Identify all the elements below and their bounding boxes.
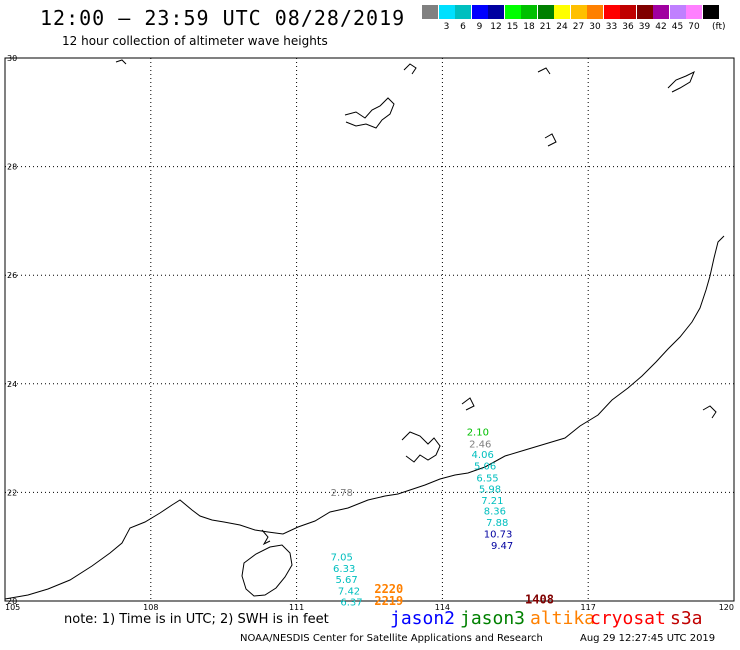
scale-swatch <box>636 5 653 19</box>
latitude-label: 30 <box>7 54 17 63</box>
scale-swatch <box>521 5 537 19</box>
leizhou-peninsula <box>261 529 271 546</box>
scale-swatch <box>504 5 521 19</box>
coastline <box>4 59 725 600</box>
satellite-s3a: s3a <box>670 608 703 629</box>
page-title: 12:00 – 23:59 UTC 08/28/2019 <box>40 6 406 30</box>
longitude-label: 108 <box>143 603 158 612</box>
scale-label: 30 <box>589 22 601 32</box>
scale-swatch <box>669 5 686 19</box>
scale-swatch <box>554 5 570 19</box>
scale-swatch <box>702 5 719 19</box>
scale-label: 21 <box>539 22 552 32</box>
satellite-jason2: jason2 <box>390 608 456 629</box>
scale-label: 18 <box>523 22 535 32</box>
scale-label: 6 <box>460 22 466 32</box>
page-subtitle: 12 hour collection of altimeter wave hei… <box>62 34 328 48</box>
wave-height-value: 9.47 <box>491 541 513 552</box>
wave-height-value: 5.98 <box>479 484 501 495</box>
scale-swatch <box>587 5 603 19</box>
scale-label: 15 <box>506 22 519 32</box>
scale-label: 70 <box>688 22 700 32</box>
latitude-label: 28 <box>7 163 17 172</box>
pass-time-label: 1408 <box>525 593 554 607</box>
latitude-label: 22 <box>7 488 17 497</box>
wave-height-value: 7.88 <box>486 518 508 529</box>
scale-swatch <box>422 5 438 19</box>
scale-swatch <box>455 5 471 19</box>
scale-label: 12 <box>490 22 502 32</box>
longitude-label: 111 <box>289 603 304 612</box>
hainan-island <box>241 544 293 597</box>
pearl-river-islands <box>401 431 441 463</box>
northern-islands-4 <box>537 67 551 75</box>
scale-label: 27 <box>572 22 585 32</box>
eastern-islands <box>461 397 475 411</box>
scale-label: 33 <box>605 22 618 32</box>
map-frame <box>4 57 735 602</box>
longitude-label: 105 <box>5 603 20 612</box>
scale-swatch <box>653 5 669 19</box>
wave-height-value: 6.33 <box>333 564 355 575</box>
scale-swatch <box>488 5 504 19</box>
wave-height-value: 7.42 <box>338 586 360 597</box>
scale-unit: (ft) <box>712 22 726 32</box>
scale-label: 39 <box>638 22 651 32</box>
credit-timestamp: Aug 29 12:27:45 UTC 2019 <box>580 633 716 644</box>
wave-height-value: 5.06 <box>474 462 496 473</box>
northern-islands-3 <box>667 70 695 93</box>
taiwan-coast <box>702 405 717 419</box>
northern-islands <box>344 97 395 129</box>
wave-height-value: 2.78 <box>331 488 353 499</box>
latitude-label: 26 <box>7 271 17 280</box>
northern-islands-2 <box>403 63 417 75</box>
scale-swatch <box>471 5 488 19</box>
northern-islands-6 <box>115 59 127 65</box>
credit-source: NOAA/NESDIS Center for Satellite Applica… <box>240 633 543 644</box>
wave-height-value: 6.55 <box>476 474 498 485</box>
scale-swatch <box>686 5 702 19</box>
wave-height-value: 8.36 <box>484 507 506 518</box>
lat-lon-grid <box>5 58 734 601</box>
satellite-cryosat: cryosat <box>590 608 666 629</box>
longitude-label: 117 <box>581 603 596 612</box>
wave-height-value: 5.67 <box>335 575 357 586</box>
northern-islands-5 <box>544 133 557 147</box>
wave-height-value: 2.10 <box>467 427 489 438</box>
scale-swatch <box>537 5 554 19</box>
scale-swatch <box>438 5 455 19</box>
pass-time-label: 2220 <box>374 582 403 596</box>
wave-height-value: 7.05 <box>331 552 353 563</box>
scale-label: 3 <box>443 22 450 32</box>
scale-label: 24 <box>556 22 568 32</box>
longitude-label: 120 <box>719 603 734 612</box>
scale-label: 45 <box>671 22 684 32</box>
scale-swatch <box>620 5 636 19</box>
scale-swatch <box>603 5 620 19</box>
altimeter-observations: 2.78 7.056.335.677.426.37 2.102.464.065.06… <box>331 427 554 608</box>
satellite-jason3: jason3 <box>460 608 526 629</box>
wave-height-value: 4.06 <box>472 450 494 461</box>
scale-label: 42 <box>655 22 667 32</box>
scale-swatch <box>570 5 587 19</box>
scale-label: 36 <box>622 22 634 32</box>
wave-height-value: 6.37 <box>340 597 362 608</box>
scale-label: 9 <box>476 22 483 32</box>
wave-height-value: 2.46 <box>469 439 491 450</box>
longitude-label: 114 <box>435 603 450 612</box>
wave-height-value: 10.73 <box>484 529 513 540</box>
latitude-label: 24 <box>7 380 17 389</box>
footer-note: note: 1) Time is in UTC; 2) SWH is in fe… <box>64 612 329 627</box>
pass-time-label: 2219 <box>374 594 403 608</box>
satellite-altika: altika <box>530 608 596 629</box>
wave-height-value: 7.21 <box>481 496 503 507</box>
latitude-label: 20 <box>7 597 17 606</box>
mainland-coastline <box>4 235 725 600</box>
